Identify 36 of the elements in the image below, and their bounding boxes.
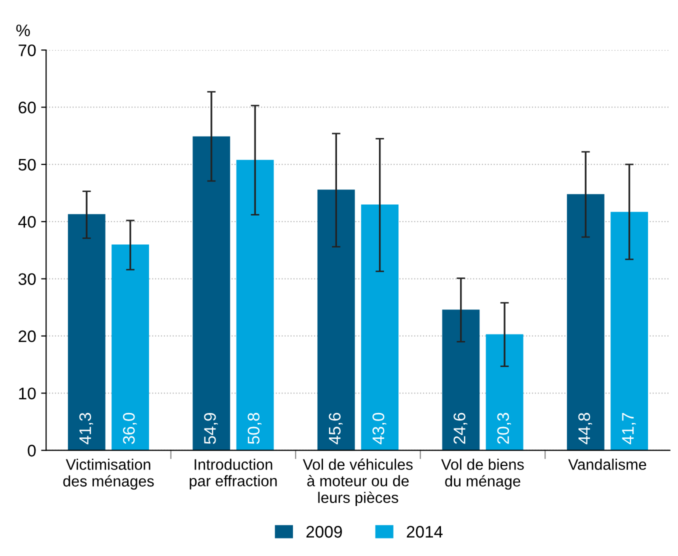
x-tick-label: Vandalisme (568, 458, 646, 470)
bar (236, 160, 274, 450)
bar (442, 310, 480, 450)
bar (317, 190, 355, 450)
data-label: 24,6 (454, 412, 468, 444)
data-label: 36,0 (122, 412, 137, 444)
bar (361, 204, 399, 450)
data-label: 54,9 (204, 412, 218, 444)
bar (192, 136, 230, 450)
y-tick-label: 0 (28, 444, 36, 457)
bar (112, 244, 150, 450)
y-tick-label: 20 (18, 330, 36, 342)
data-label: 41,7 (622, 413, 636, 444)
x-tick-label: Victimisation des ménages (63, 458, 154, 490)
y-tick-label: 10 (19, 388, 36, 400)
data-label: 41,3 (79, 412, 94, 444)
bar (486, 334, 524, 450)
data-label: 44,8 (578, 412, 592, 444)
y-tick-label: 30 (18, 273, 36, 285)
data-label: 45,6 (328, 412, 343, 444)
legend-label: 2014 (406, 526, 443, 538)
y-tick-label: 50 (18, 158, 36, 171)
y-tick-label: 60 (18, 102, 36, 114)
bar (566, 194, 604, 450)
y-tick-label: 70 (18, 44, 36, 56)
y-tick-label: 40 (18, 216, 36, 228)
data-label: 50,8 (248, 412, 262, 444)
y-axis-title: % (16, 24, 30, 36)
data-label: 20,3 (497, 412, 512, 444)
x-tick-label: Introduction par effraction (190, 458, 277, 490)
bar (610, 212, 648, 450)
x-tick-label: Vol de véhicules à moteur ou de leurs pièces (302, 458, 413, 506)
bar (68, 214, 106, 450)
legend-label: 2009 (306, 526, 342, 538)
x-tick-label: Vol de biens du ménage (441, 458, 524, 490)
data-label: 43,0 (372, 412, 386, 444)
